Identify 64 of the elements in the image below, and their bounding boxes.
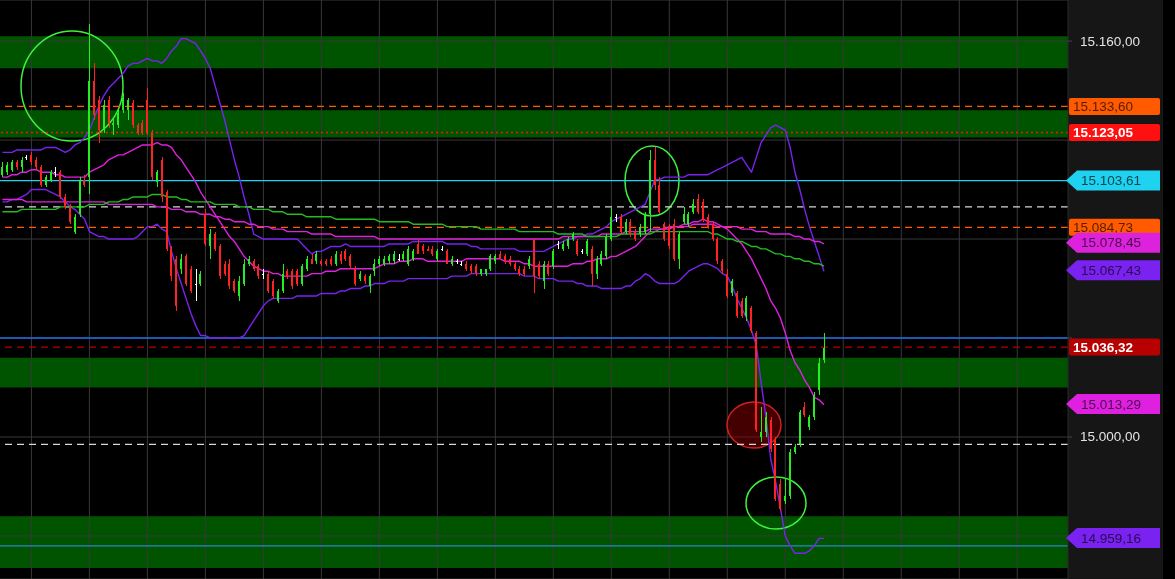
- candlestick: [711, 221, 714, 242]
- text: 15.078,45: [1081, 235, 1142, 251]
- candlestick: [663, 221, 666, 242]
- ref-line-label: 15.123,05: [1073, 125, 1134, 140]
- candlestick: [131, 99, 134, 129]
- ref-line-label: 15.084,73: [1073, 219, 1134, 235]
- candlestick: [68, 203, 71, 225]
- candlestick: [107, 95, 110, 129]
- candlestick: [595, 255, 598, 280]
- candlestick: [267, 270, 270, 294]
- candlestick: [764, 411, 767, 438]
- candlestick: [242, 258, 245, 287]
- y-tick-label: 15.160,00: [1080, 33, 1141, 49]
- candlestick: [822, 332, 825, 364]
- candlestick: [300, 263, 303, 287]
- candlestick: [784, 478, 787, 505]
- candlestick: [745, 295, 748, 322]
- candlestick: [73, 213, 76, 235]
- candlestick: [189, 265, 192, 294]
- candlestick: [180, 253, 183, 275]
- candlestick: [542, 260, 545, 290]
- candlestick: [643, 211, 646, 235]
- candlestick: [605, 233, 608, 260]
- candlestick: [407, 245, 410, 267]
- ref-line-label: 15.036,32: [1073, 339, 1134, 355]
- candlestick: [122, 92, 125, 114]
- candlestick: [368, 273, 371, 294]
- line-series: [1, 37, 825, 272]
- candlestick: [126, 97, 129, 121]
- candlestick: [610, 206, 613, 242]
- candlestick: [701, 198, 704, 223]
- candlestick: [740, 297, 743, 319]
- y-tick-label: 15.000,00: [1080, 429, 1141, 445]
- candlestick: [54, 166, 57, 178]
- candlestick: [668, 223, 671, 250]
- candlestick: [619, 213, 622, 235]
- candlestick: [726, 268, 729, 299]
- candlestick: [209, 228, 212, 260]
- candlestick: [759, 406, 762, 443]
- candlestick: [228, 258, 231, 290]
- candlestick: [238, 275, 241, 302]
- candlestick: [735, 290, 738, 319]
- candlestick: [213, 231, 216, 252]
- candlestick: [262, 268, 265, 280]
- candlestick: [39, 164, 42, 188]
- candlestick: [354, 265, 357, 287]
- candlestick: [281, 263, 284, 294]
- candlestick: [697, 193, 700, 215]
- candlestick: [557, 241, 559, 250]
- candlestick: [813, 391, 816, 421]
- ref-line-label: 15.103,61: [1081, 173, 1142, 189]
- candlestick: [614, 213, 617, 223]
- text: 15.013,29: [1081, 396, 1142, 412]
- candlestick: [194, 268, 197, 302]
- candlestick: [291, 268, 294, 290]
- line-series: [1, 193, 825, 267]
- candlestick: [716, 236, 719, 265]
- candlestick: [552, 248, 555, 270]
- candlestick: [750, 305, 753, 334]
- text: 14.959,16: [1081, 530, 1142, 546]
- candlestick: [271, 278, 274, 299]
- line-series: [1, 188, 825, 554]
- text: 15.067,43: [1081, 262, 1142, 278]
- ref-line-label: 15.133,60: [1073, 98, 1134, 114]
